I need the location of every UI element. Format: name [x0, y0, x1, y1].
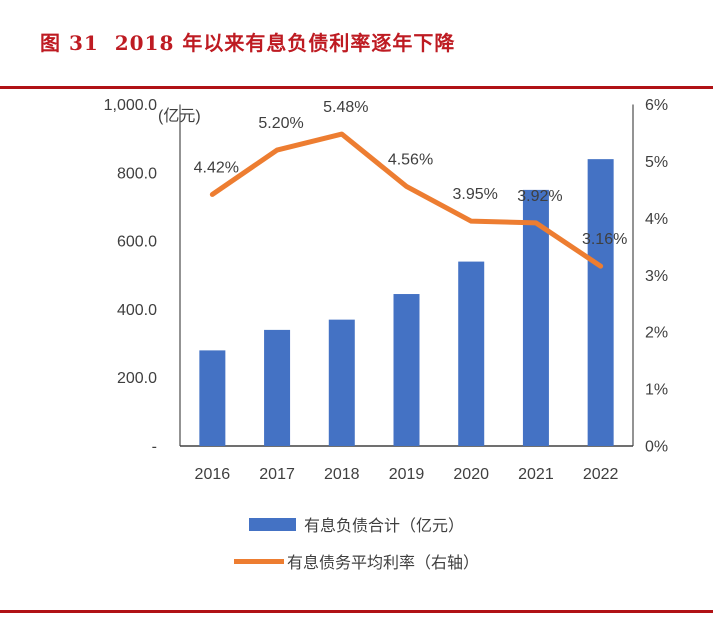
- bar-2022: [587, 159, 614, 446]
- right-axis-tick: 3%: [645, 268, 668, 285]
- x-axis-label-2021: 2021: [518, 466, 554, 483]
- line-data-label-2021: 3.92%: [517, 188, 562, 205]
- right-axis-tick: 5%: [645, 154, 668, 171]
- right-axis-tick: 2%: [645, 325, 668, 342]
- left-axis-tick: 1,000.0: [104, 97, 157, 114]
- left-axis-tick: 600.0: [117, 234, 157, 251]
- bar-2020: [458, 261, 485, 446]
- legend-line-swatch: [233, 558, 284, 564]
- legend-bar-swatch: [248, 517, 296, 531]
- bar-2018: [328, 319, 355, 446]
- x-axis-label-2018: 2018: [324, 466, 360, 483]
- left-axis-unit-label: (亿元): [158, 107, 201, 125]
- line-data-label-2016: 4.42%: [194, 159, 239, 176]
- left-axis-tick: -: [152, 439, 157, 456]
- x-axis-label-2017: 2017: [259, 466, 295, 483]
- chart-legend: 有息负债合计（亿元） 有息债务平均利率（右轴）: [0, 512, 713, 573]
- line-data-label-2018: 5.48%: [323, 99, 368, 116]
- line-data-label-2020: 3.95%: [453, 186, 498, 203]
- legend-line-label: 有息债务平均利率（右轴）: [286, 555, 479, 572]
- right-axis-tick: 0%: [645, 439, 668, 456]
- legend-bar-label: 有息负债合计（亿元）: [303, 518, 464, 535]
- figure-caption: 图 31 2018 年以来有息负债利率逐年下降: [40, 31, 456, 55]
- legend-item-bars: 有息负债合计（亿元）: [248, 512, 464, 536]
- x-axis-label-2022: 2022: [583, 466, 619, 483]
- bar-2016: [199, 350, 226, 446]
- combo-chart: 1,000.0 800.0 600.0 400.0 200.0 - (亿元) 6% 5% 4% 3%…: [104, 97, 669, 483]
- x-axis-label-2019: 2019: [389, 466, 425, 483]
- right-axis-tick: 1%: [645, 382, 668, 399]
- left-axis-tick: 800.0: [117, 165, 157, 182]
- bar-2017: [264, 329, 291, 446]
- line-data-label-2019: 4.56%: [388, 151, 433, 168]
- right-axis-tick: 4%: [645, 211, 668, 228]
- left-axis-tick: 400.0: [117, 302, 157, 319]
- line-data-label-2017: 5.20%: [258, 115, 303, 132]
- x-axis-label-2020: 2020: [453, 466, 489, 483]
- top-divider: [0, 86, 713, 89]
- rate-line: [209, 131, 604, 269]
- bar-2019: [393, 294, 420, 446]
- line-data-label-2022: 3.16%: [582, 231, 627, 248]
- x-axis-label-2016: 2016: [195, 466, 231, 483]
- bar-2021: [522, 189, 549, 446]
- right-axis-tick: 6%: [645, 97, 668, 114]
- bottom-divider: [0, 610, 713, 613]
- legend-item-line: 有息债务平均利率（右轴）: [233, 549, 479, 573]
- left-axis-tick: 200.0: [117, 370, 157, 387]
